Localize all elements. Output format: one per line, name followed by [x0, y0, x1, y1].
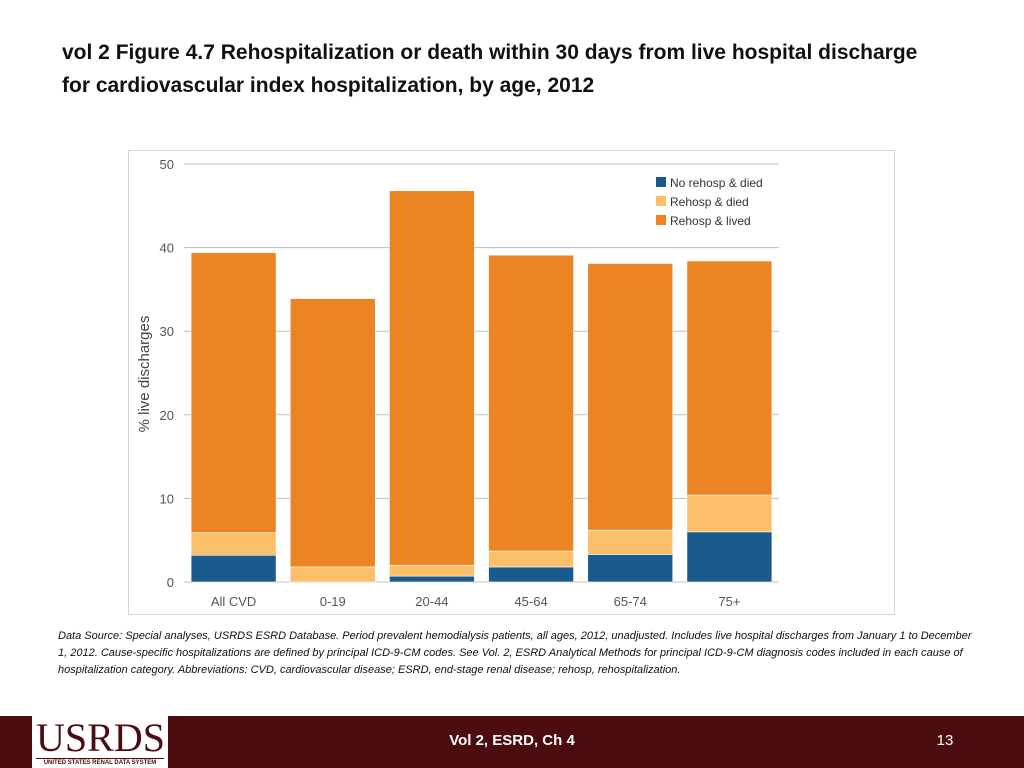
- logo-wordmark: USRDS: [36, 715, 165, 760]
- bar-0-19-rehosp-lived: [289, 298, 376, 568]
- bar-65-74-rehosp-lived: [587, 263, 674, 531]
- footer-bar: [0, 716, 1024, 768]
- logo-subtitle: UNITED STATES RENAL DATA SYSTEM: [43, 760, 157, 766]
- bar-all-cvd-rehosp-lived: [190, 252, 277, 533]
- usrds-logo: USRDS UNITED STATES RENAL DATA SYSTEM: [32, 716, 168, 768]
- y-tick-10: 10: [160, 491, 174, 506]
- legend-swatch-rehosp-died: [656, 196, 666, 206]
- bar-45-64-no-rehosp-died: [488, 566, 574, 583]
- bar-65-74-no-rehosp-died: [587, 554, 674, 583]
- stacked-bar-chart: 0 10 20 30 40 50 All CVD 0-19 20-44 45-64 65-74 75…: [136, 157, 779, 609]
- y-axis-title: % live discharges: [136, 316, 153, 433]
- legend-swatch-no-rehosp-died: [656, 177, 666, 187]
- x-tick-75: 75+: [718, 594, 740, 609]
- x-tick-45-64: 45-64: [514, 594, 547, 609]
- bar-45-64-rehosp-lived: [488, 254, 574, 552]
- legend: No rehosp & died Rehosp & died Rehosp & li…: [656, 176, 763, 228]
- legend-label-no-rehosp-died: No rehosp & died: [670, 176, 763, 190]
- logo-rule: [36, 758, 164, 759]
- footer-section-label: Vol 2, ESRD, Ch 4: [449, 732, 575, 749]
- bar-all-cvd-rehosp-died: [190, 532, 277, 556]
- x-tick-all-cvd: All CVD: [211, 594, 257, 609]
- slide-title: vol 2 Figure 4.7 Rehospitalization or de…: [62, 41, 918, 97]
- x-tick-0-19: 0-19: [320, 594, 346, 609]
- y-tick-50: 50: [160, 157, 174, 172]
- bar-75-no-rehosp-died: [686, 531, 773, 583]
- bar-65-74-rehosp-died: [587, 529, 674, 555]
- bars: [190, 190, 773, 583]
- bar-45-64-rehosp-died: [488, 550, 574, 568]
- chart-frame: 0 10 20 30 40 50 All CVD 0-19 20-44 45-64 65-74 75…: [128, 150, 895, 615]
- bar-20-44-rehosp-lived: [389, 190, 475, 566]
- legend-label-rehosp-died: Rehosp & died: [670, 195, 749, 209]
- legend-label-rehosp-lived: Rehosp & lived: [670, 214, 751, 228]
- y-tick-20: 20: [160, 408, 174, 423]
- bar-20-44-no-rehosp-died: [389, 575, 475, 583]
- page-number: 13: [936, 732, 954, 749]
- bar-all-cvd-no-rehosp-died: [190, 554, 277, 583]
- gridlines: [184, 163, 779, 583]
- x-tick-labels: All CVD 0-19 20-44 45-64 65-74 75+: [211, 594, 741, 609]
- legend-swatch-rehosp-lived: [656, 215, 666, 225]
- x-tick-20-44: 20-44: [415, 594, 448, 609]
- x-tick-65-74: 65-74: [614, 594, 647, 609]
- bar-20-44-rehosp-died: [389, 564, 475, 577]
- bar-0-19-rehosp-died: [289, 566, 376, 583]
- bar-75-rehosp-died: [686, 494, 773, 533]
- y-tick-labels: 0 10 20 30 40 50: [160, 157, 174, 590]
- data-source-note: Data Source: Special analyses, USRDS ESR…: [58, 630, 972, 676]
- y-tick-30: 30: [160, 324, 174, 339]
- bar-75-rehosp-lived: [686, 260, 773, 496]
- y-tick-40: 40: [160, 241, 174, 256]
- y-tick-0: 0: [167, 575, 174, 590]
